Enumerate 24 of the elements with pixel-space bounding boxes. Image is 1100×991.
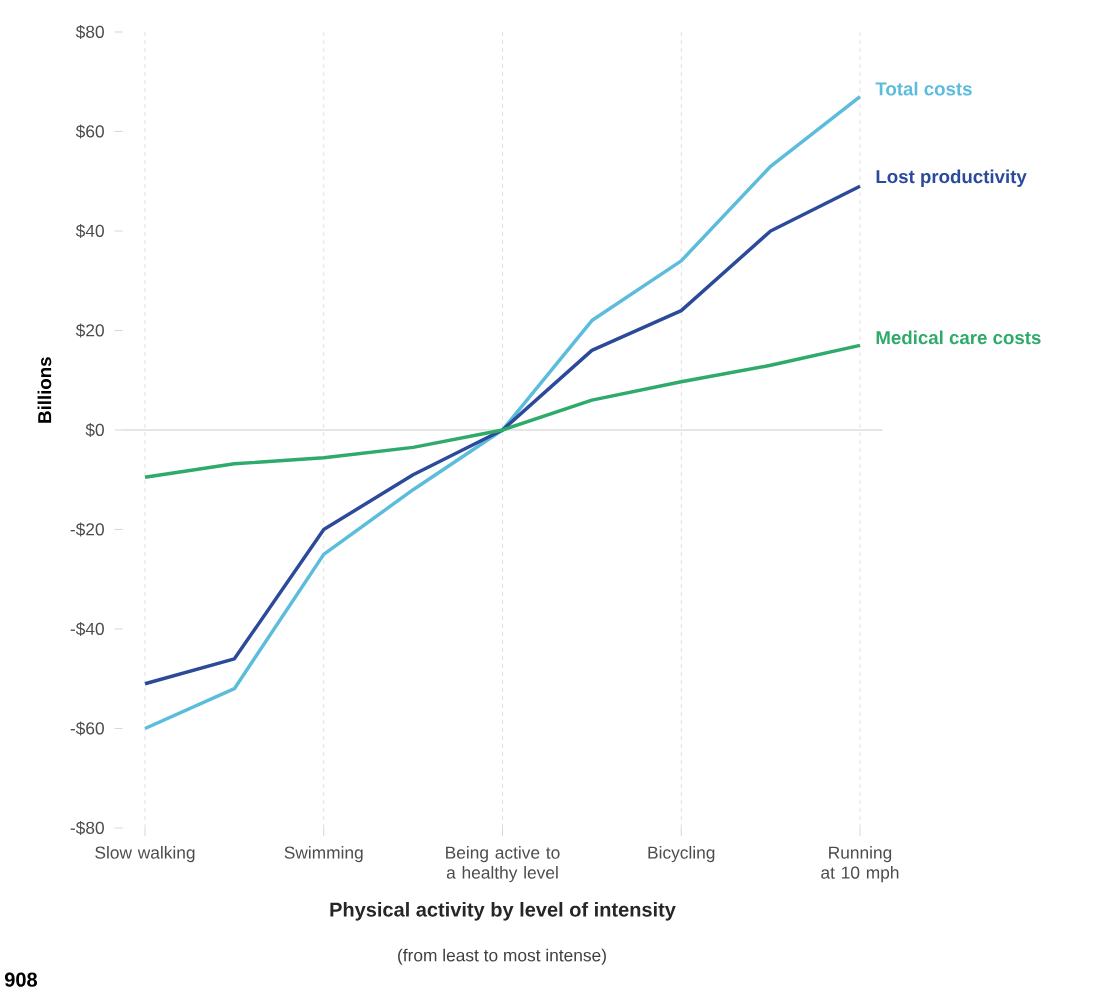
x-tick-label: Bicycling — [648, 846, 715, 863]
series-label: Medical care costs — [876, 330, 1041, 345]
text: 908 — [4, 972, 38, 987]
x-tick-label: Swimming — [284, 846, 363, 863]
x-tick-label: Slow walking — [95, 846, 195, 863]
line-series — [143, 343, 862, 479]
y-tick-label: $0 — [85, 422, 104, 437]
y-axis-title: Billions — [37, 357, 52, 423]
x-axis-title: Physical activity by level of intensity — [330, 902, 676, 921]
y-tick-label: $40 — [75, 223, 104, 238]
y-tick-label: -$40 — [70, 621, 104, 636]
series-label: Total costs — [875, 81, 972, 96]
y-tick-label: -$20 — [70, 522, 104, 537]
y-tick-label: $60 — [75, 124, 104, 139]
line-series — [143, 184, 862, 686]
x-tick-label: Running at 10 mph — [821, 846, 899, 883]
y-tick-label: -$80 — [70, 820, 104, 835]
x-tick-label: Being active to a healthy level — [446, 846, 560, 883]
text: (from least to most intense) — [398, 948, 606, 965]
y-tick-label: $20 — [75, 323, 104, 338]
line-series — [143, 94, 862, 731]
y-tick-label: $80 — [75, 24, 104, 39]
series-label: Lost productivity — [876, 169, 1027, 187]
y-tick-label: -$60 — [70, 721, 104, 736]
